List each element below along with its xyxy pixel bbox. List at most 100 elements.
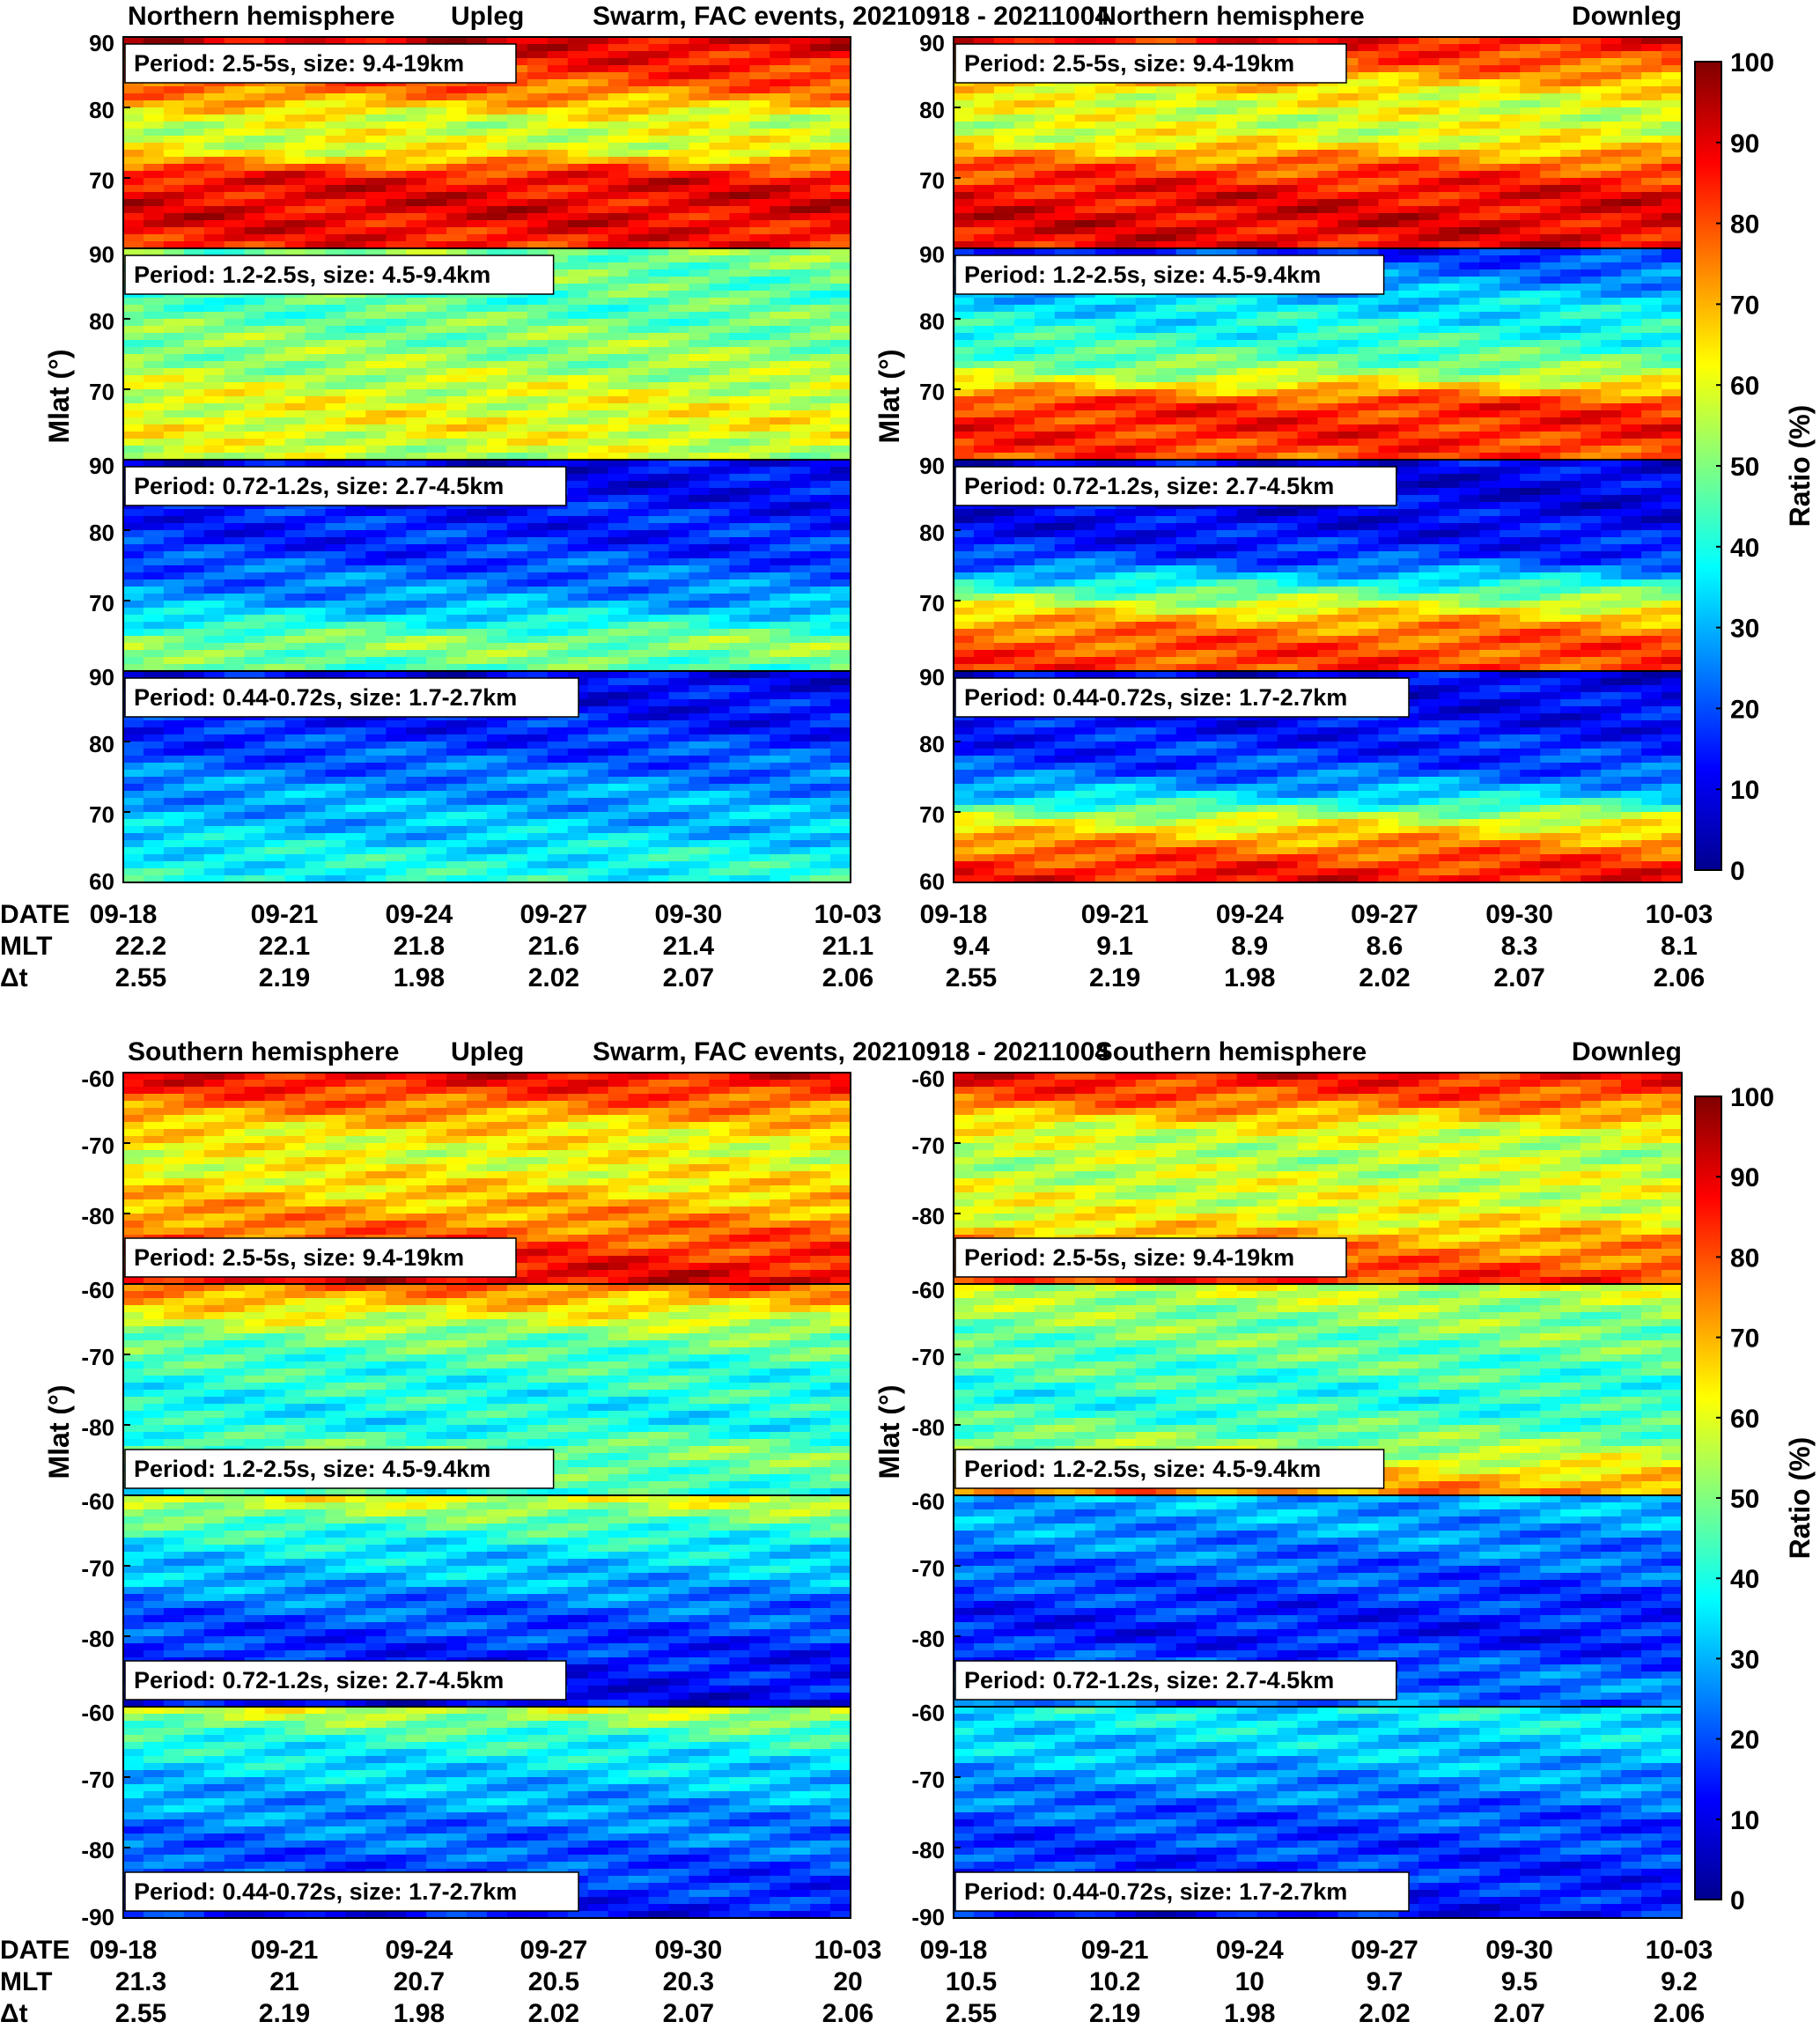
heatmap-cell	[648, 467, 670, 475]
heatmap-cell	[709, 488, 730, 496]
heatmap-cell	[810, 58, 831, 66]
heatmap-cell	[467, 185, 488, 193]
heatmap-cell	[123, 347, 144, 355]
heatmap-cell	[426, 650, 447, 658]
heatmap-cell	[365, 298, 387, 306]
heatmap-cell	[830, 432, 851, 439]
heatmap-cell	[365, 791, 387, 799]
heatmap-cell	[163, 86, 185, 94]
heatmap-cell	[790, 192, 811, 200]
heatmap-cell	[729, 601, 750, 609]
heatmap-cell	[770, 770, 791, 778]
heatmap-cell	[345, 742, 366, 749]
heatmap-cell	[123, 749, 144, 756]
heatmap-cell	[729, 178, 750, 186]
heatmap-cell	[123, 248, 144, 256]
heatmap-cell	[547, 150, 569, 158]
heatmap-cell	[506, 819, 528, 827]
heatmap-cell	[749, 558, 770, 566]
heatmap-cell	[810, 164, 831, 172]
heatmap-cell	[770, 424, 791, 432]
heatmap-cell	[1621, 93, 1642, 101]
heatmap-cell	[1499, 122, 1521, 129]
heatmap-cell	[264, 417, 286, 425]
heatmap-cell	[709, 453, 730, 461]
heatmap-cell	[1013, 122, 1035, 129]
heatmap-cell	[790, 615, 811, 623]
heatmap-cell	[143, 164, 165, 172]
heatmap-cell	[163, 812, 185, 820]
heatmap-cell	[790, 269, 811, 277]
heatmap-cell	[305, 861, 327, 869]
heatmap-cell	[587, 396, 609, 404]
heatmap-cell	[547, 424, 569, 432]
heatmap-cell	[183, 558, 205, 566]
heatmap-cell	[709, 382, 730, 390]
heatmap-cell	[446, 579, 468, 587]
heatmap-cell	[284, 572, 306, 580]
heatmap-cell	[264, 551, 286, 559]
heatmap-cell	[668, 171, 690, 179]
heatmap-cell	[467, 784, 488, 792]
heatmap-cell	[709, 368, 730, 376]
heatmap-cell	[587, 375, 609, 383]
heatmap-cell	[567, 150, 589, 158]
heatmap-cell	[709, 305, 730, 313]
heatmap-cell	[527, 368, 549, 376]
heatmap-cell	[406, 650, 427, 658]
heatmap-cell	[345, 798, 366, 806]
heatmap-cell	[790, 678, 811, 686]
heatmap-cell	[1418, 58, 1440, 66]
heatmap-cell	[506, 734, 528, 742]
heatmap-cell	[830, 262, 851, 270]
heatmap-cell	[143, 136, 165, 144]
heatmap-cell	[123, 326, 144, 334]
heatmap-cell	[567, 615, 589, 623]
heatmap-cell	[830, 537, 851, 545]
heatmap-cell	[163, 368, 185, 376]
heatmap-cell	[527, 629, 549, 637]
heatmap-cell	[446, 136, 468, 144]
heatmap-cell	[1439, 107, 1460, 115]
heatmap-cell	[506, 150, 528, 158]
heatmap-cell	[386, 432, 407, 439]
heatmap-cell	[527, 516, 549, 524]
heatmap-cell	[587, 326, 609, 334]
heatmap-cell	[365, 749, 387, 756]
heatmap-cell	[993, 107, 1015, 115]
heatmap-cell	[770, 157, 791, 165]
heatmap-cell	[527, 333, 549, 341]
heatmap-cell	[506, 248, 528, 256]
heatmap-cell	[183, 298, 205, 306]
heatmap-cell	[810, 114, 831, 122]
heatmap-cell	[810, 643, 831, 651]
heatmap-cell	[608, 227, 630, 235]
heatmap-cell	[446, 544, 468, 552]
heatmap-cell	[527, 643, 549, 651]
heatmap-cell	[547, 262, 569, 270]
heatmap-cell	[608, 798, 630, 806]
heatmap-cell	[547, 417, 569, 425]
heatmap-cell	[406, 523, 427, 531]
heatmap-cell	[1297, 93, 1319, 101]
heatmap-cell	[183, 389, 205, 397]
heatmap-cell	[954, 86, 975, 94]
heatmap-cell	[628, 178, 650, 186]
heatmap-cell	[506, 805, 528, 813]
heatmap-cell	[587, 333, 609, 341]
heatmap-cell	[608, 298, 630, 306]
heatmap-cell	[224, 164, 246, 172]
heatmap-cell	[426, 333, 447, 341]
heatmap-cell	[749, 537, 770, 545]
heatmap-cell	[1297, 150, 1319, 158]
heatmap-cell	[487, 361, 508, 369]
heatmap-cell	[426, 742, 447, 749]
heatmap-cell	[406, 664, 427, 672]
heatmap-cell	[224, 558, 246, 566]
heatmap-cell	[1621, 107, 1642, 115]
heatmap-cell	[426, 579, 447, 587]
heatmap-cell	[648, 44, 670, 52]
heatmap-cell	[143, 340, 165, 348]
heatmap-cell	[264, 368, 286, 376]
heatmap-cell	[993, 122, 1015, 129]
